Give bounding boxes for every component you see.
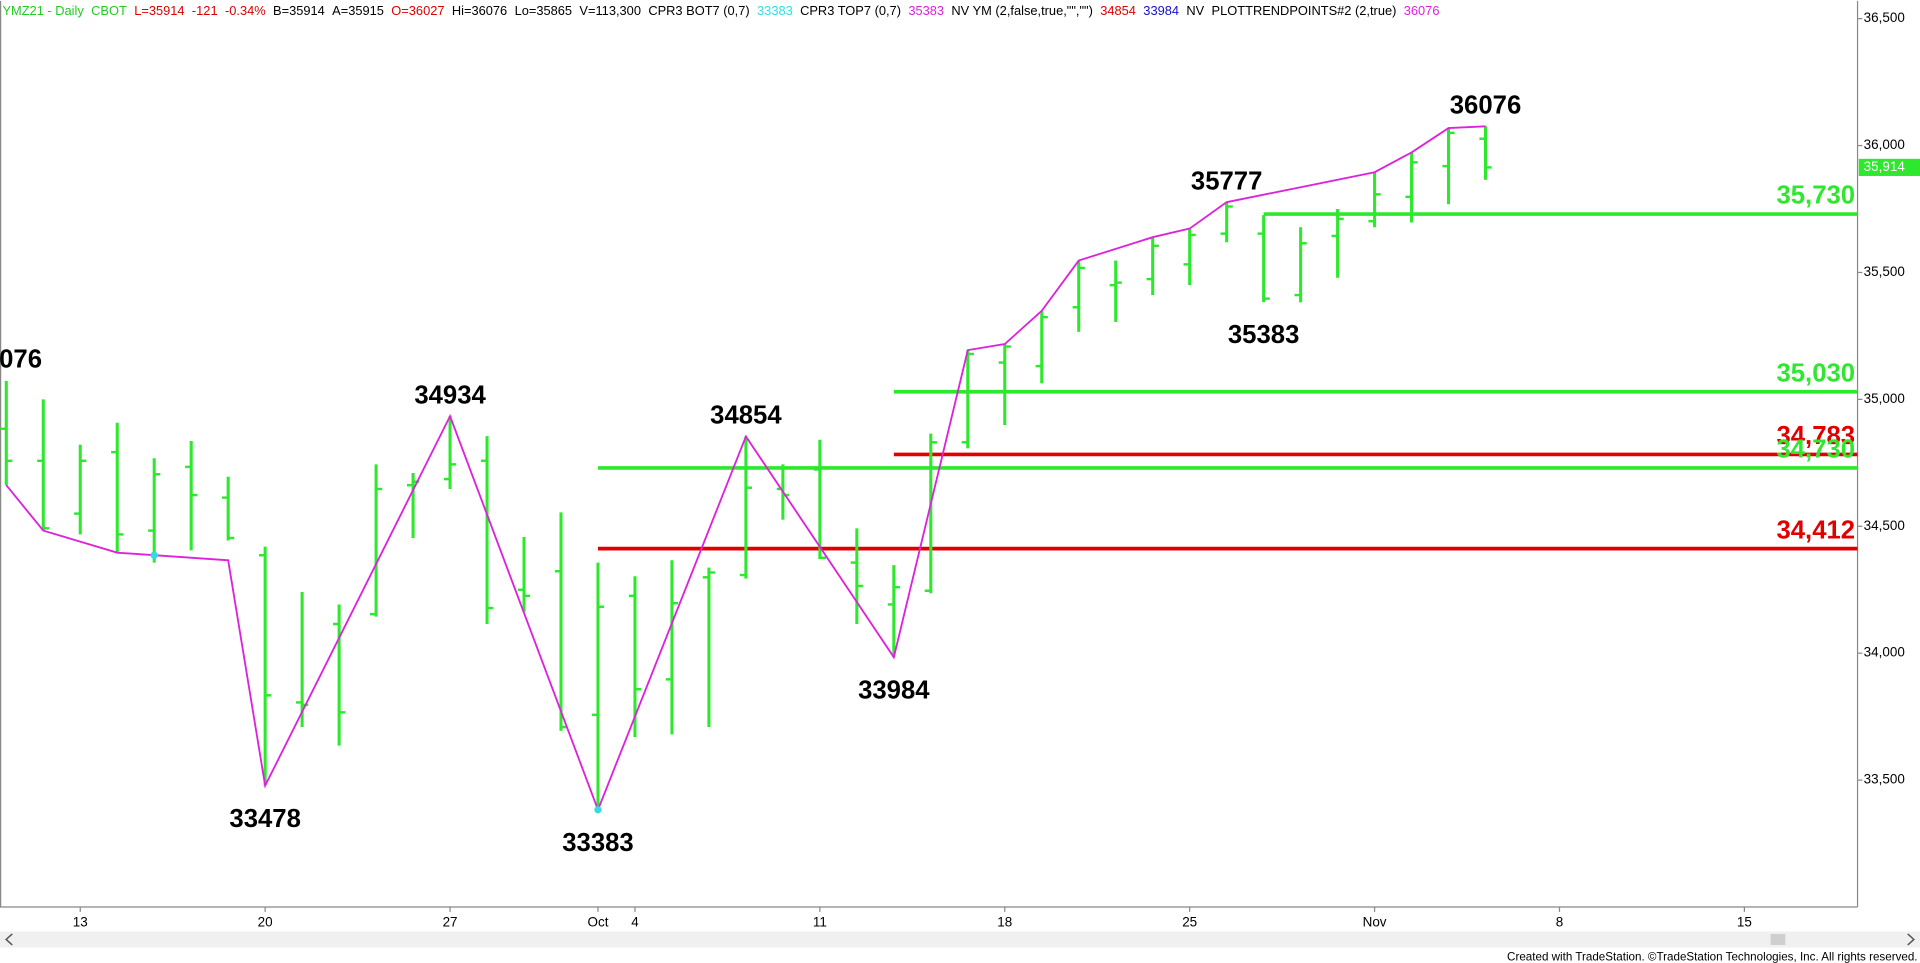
x-tick-label: 13 — [73, 914, 88, 929]
level-label: 34,783 — [1776, 422, 1855, 450]
y-tick-label: 36,500 — [1864, 10, 1905, 25]
last-price-label: 35,914 — [1864, 159, 1906, 174]
marker-dot — [594, 806, 602, 814]
scroll-left-arrow[interactable] — [5, 933, 13, 946]
x-tick-label: 15 — [1737, 914, 1752, 929]
scrollbar[interactable] — [0, 931, 1920, 948]
header-item: YMZ21 - Daily — [2, 3, 84, 18]
header-item: 33383 — [757, 3, 793, 18]
swing-label: 36076 — [1450, 91, 1521, 119]
header-item: 36076 — [1404, 3, 1440, 18]
scroll-right-arrow[interactable] — [1907, 933, 1915, 946]
swing-label: 34854 — [710, 402, 782, 430]
x-tick-label: 27 — [443, 914, 458, 929]
header-item: NV YM (2,false,true,"","") — [951, 3, 1092, 18]
x-tick-label: 4 — [631, 914, 639, 929]
swing-label: 33478 — [229, 805, 300, 833]
header-item: V=113,300 — [579, 3, 641, 18]
y-tick-label: 34,000 — [1864, 645, 1905, 660]
header-item: NV — [1186, 3, 1204, 18]
swing-label: 35076 — [0, 345, 42, 373]
x-tick-label: 8 — [1556, 914, 1563, 929]
header: YMZ21 - Daily CBOT L=35914 -121 -0.34% B=3591… — [2, 3, 1439, 18]
y-tick-label: 33,500 — [1864, 772, 1905, 787]
x-tick-label: 25 — [1182, 914, 1197, 929]
header-item: -121 — [192, 3, 218, 18]
header-item: 34854 — [1100, 3, 1136, 18]
swing-label: 33984 — [858, 676, 930, 704]
swing-label: 33383 — [562, 829, 633, 857]
level-label: 35,730 — [1776, 182, 1855, 210]
x-tick-label: 18 — [997, 914, 1012, 929]
plot-area: 35076 33478 34934 33383 34854 33984 35777 35383… — [0, 91, 1858, 857]
footer: Created with TradeStation. ©TradeStation… — [1507, 950, 1918, 963]
header-item: CPR3 TOP7 (0,7) — [800, 3, 901, 18]
header-item: PLOTTRENDPOINTS#2 (2,true) — [1212, 3, 1397, 18]
header-item: Hi=36076 — [452, 3, 507, 18]
header-item: CPR3 BOT7 (0,7) — [648, 3, 749, 18]
swing-label: 34934 — [414, 381, 486, 409]
y-tick-label: 36,000 — [1864, 137, 1905, 152]
header-item: Lo=35865 — [515, 3, 573, 18]
x-tick-label: Nov — [1363, 914, 1387, 929]
header-item: 33984 — [1143, 3, 1179, 18]
trend-line — [5, 125, 1486, 813]
level-label: 34,412 — [1776, 516, 1855, 544]
swing-label: 35383 — [1228, 321, 1299, 349]
y-tick-label: 35,500 — [1864, 264, 1905, 279]
y-tick-label: 34,500 — [1864, 518, 1905, 533]
axes: 33,500 34,000 34,500 35,000 35,500 36,000 36,5… — [73, 10, 1920, 929]
x-tick-label: Oct — [588, 914, 609, 929]
header-item: L=35914 — [134, 3, 184, 18]
header-item: O=36027 — [391, 3, 444, 18]
level-label: 34,730 — [1776, 436, 1855, 464]
header-item: -0.34% — [225, 3, 266, 18]
last-price-tag — [1858, 158, 1920, 176]
y-tick-label: 35,000 — [1864, 391, 1905, 406]
x-tick-label: 20 — [258, 914, 273, 929]
swing-label: 35777 — [1191, 167, 1262, 195]
header-item: CBOT — [91, 3, 127, 18]
x-tick-label: 11 — [813, 914, 827, 929]
marker-dot — [150, 551, 158, 559]
level-label: 35,030 — [1776, 359, 1855, 387]
header-item: A=35915 — [332, 3, 384, 18]
scrollbar-thumb[interactable] — [1770, 933, 1786, 945]
header-item: B=35914 — [273, 3, 325, 18]
scrollbar-track[interactable] — [0, 931, 1920, 948]
header-item: 35383 — [908, 3, 944, 18]
